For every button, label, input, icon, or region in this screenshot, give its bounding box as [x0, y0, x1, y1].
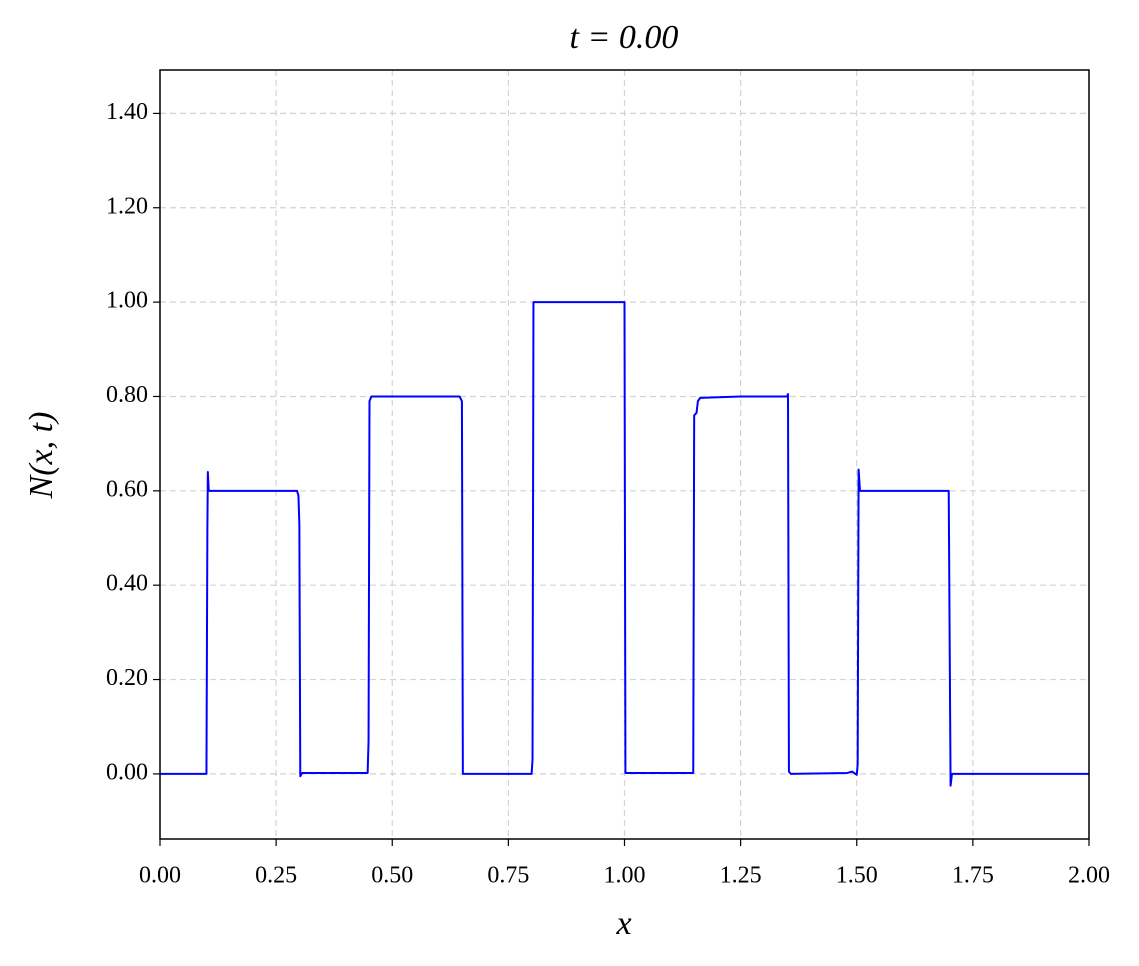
y-tick-label: 0.60 — [106, 476, 148, 502]
x-tick-label: 0.75 — [487, 863, 529, 889]
plot-frame — [159, 69, 1090, 840]
x-tick-label: 0.25 — [255, 863, 297, 889]
x-tick-label: 1.75 — [952, 863, 994, 889]
y-tick-label: 0.80 — [106, 382, 148, 408]
y-tick-label: 0.20 — [106, 665, 148, 691]
y-tick-label: 1.20 — [106, 193, 148, 219]
x-axis-label: x — [615, 905, 631, 942]
x-tick-label: 1.25 — [720, 863, 762, 889]
data-line — [160, 301, 1089, 787]
chart-title: t = 0.00 — [570, 19, 679, 56]
y-tick-label: 0.40 — [106, 571, 148, 597]
x-tick-label: 0.50 — [371, 863, 413, 889]
x-tick-label: 0.00 — [139, 863, 181, 889]
y-axis-label: N(x, t) — [23, 412, 60, 500]
x-tick-label: 1.50 — [836, 863, 878, 889]
y-tick-label: 0.00 — [106, 759, 148, 785]
y-tick-label: 1.00 — [106, 288, 148, 314]
x-tick-label: 2.00 — [1068, 863, 1110, 889]
y-tick-label: 1.40 — [106, 99, 148, 125]
x-tick-label: 1.00 — [604, 863, 646, 889]
